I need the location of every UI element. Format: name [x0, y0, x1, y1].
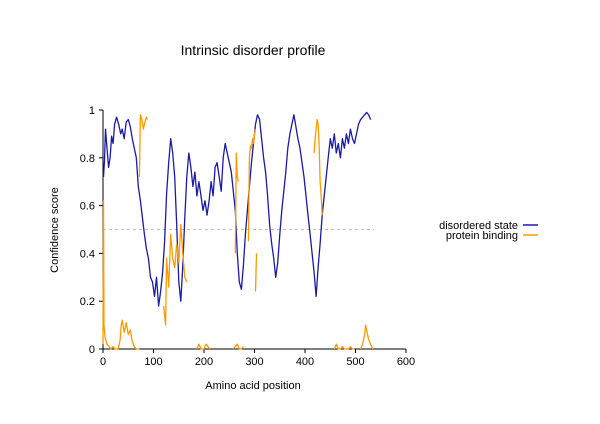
y-tick-label: 0.4 [80, 248, 95, 260]
y-tick-label: 1 [89, 105, 95, 117]
series-line-disordered-state [102, 111, 372, 307]
legend-label: protein binding [446, 230, 518, 242]
x-tick-label: 300 [245, 356, 263, 368]
series-line-protein-binding [247, 128, 257, 242]
y-axis-label: Confidence score [49, 187, 61, 273]
series-line-protein-binding [196, 343, 211, 350]
series-line-protein-binding [102, 200, 140, 350]
series-line-protein-binding [138, 114, 148, 177]
series-line-protein-binding [333, 343, 355, 350]
x-tick-label: 500 [346, 356, 364, 368]
y-tick-label: 0 [89, 344, 95, 356]
x-tick-label: 200 [195, 356, 213, 368]
y-tick-label: 0.8 [80, 153, 95, 165]
x-tick-label: 0 [100, 356, 106, 368]
y-tick-label: 0.2 [80, 296, 95, 308]
y-tick-label: 0.6 [80, 201, 95, 213]
legend-label: disordered state [439, 220, 518, 232]
chart-title: Intrinsic disorder profile [181, 42, 326, 58]
series-line-protein-binding [254, 253, 258, 292]
series-layer [102, 111, 374, 350]
x-axis-ticks: 0 100 200 300 400 500 600 [100, 349, 415, 368]
series-line-protein-binding [234, 152, 239, 254]
x-tick-label: 100 [144, 356, 162, 368]
x-tick-label: 400 [296, 356, 314, 368]
series-line-protein-binding [360, 324, 374, 350]
series-line-protein-binding [232, 343, 244, 350]
x-axis-label: Amino acid position [205, 380, 300, 392]
series-line-protein-binding [162, 224, 188, 326]
series-line-protein-binding [313, 118, 323, 216]
y-axis-ticks: 0 0.2 0.4 0.6 0.8 1 [80, 105, 103, 356]
x-tick-label: 600 [397, 356, 415, 368]
